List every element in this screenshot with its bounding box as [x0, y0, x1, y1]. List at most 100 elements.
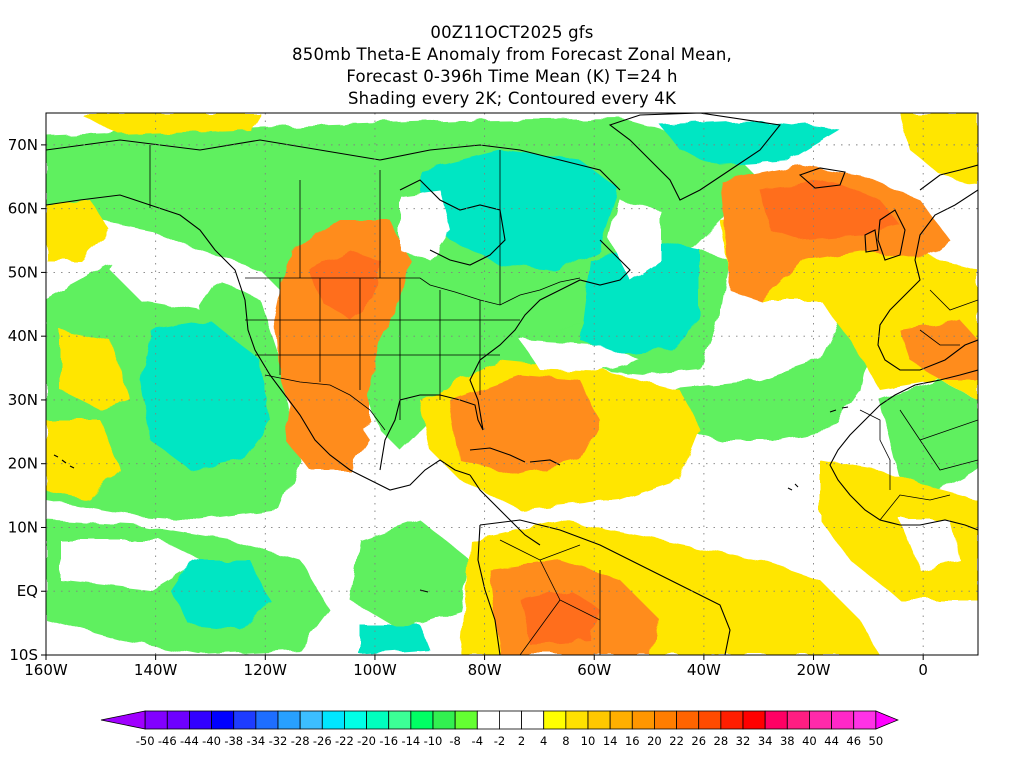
shading-red-southamerica	[520, 590, 600, 645]
colorbar-label: 8	[562, 734, 569, 748]
plot-title: 00Z11OCT2025 gfs 850mb Theta-E Anomaly f…	[0, 22, 1024, 110]
colorbar-swatch	[100, 710, 146, 730]
colorbar-swatch	[521, 710, 545, 730]
colorbar-swatch	[454, 710, 478, 730]
coastline-canary-islands	[829, 406, 849, 413]
x-tick-label: 140W	[134, 661, 178, 679]
shading-yellow-northpacific	[80, 113, 260, 135]
colorbar-swatch	[277, 710, 301, 730]
y-axis: 10S EQ 10N 20N 30N 40N 50N 60N 70N	[8, 136, 46, 664]
y-tick-label: 20N	[8, 455, 38, 473]
colorbar-label: -16	[379, 734, 398, 748]
colorbar-swatch	[742, 710, 766, 730]
colorbar-swatch	[786, 710, 810, 730]
colorbar-label: -2	[494, 734, 505, 748]
colorbar-label: -46	[158, 734, 177, 748]
colorbar-label: 50	[869, 734, 884, 748]
x-tick-label: 0	[918, 661, 928, 679]
border-europe	[919, 289, 978, 346]
colorbar-label: 34	[758, 734, 773, 748]
colorbar-swatch	[543, 710, 567, 730]
colorbar-swatch	[299, 710, 323, 730]
shading-orange-iberia	[900, 320, 978, 380]
shading-white-africa	[900, 520, 960, 570]
shading-cyan-canada	[420, 150, 620, 270]
colorbar-label: 40	[802, 734, 817, 748]
colorbar-label: 28	[714, 734, 729, 748]
shading-red-ne-atlantic	[760, 180, 900, 240]
colorbar-swatch	[432, 710, 456, 730]
y-tick-label: 60N	[8, 200, 38, 218]
colorbar-swatch	[720, 710, 744, 730]
shading-orange-subtropics	[450, 375, 600, 475]
theta-e-anomaly-shading	[46, 113, 978, 655]
colorbar-swatch	[211, 710, 235, 730]
border-canada-provinces	[299, 150, 501, 305]
colorbar-label: -10	[424, 734, 443, 748]
colorbar-swatch	[698, 710, 722, 730]
colorbar-swatch	[809, 710, 832, 730]
shading-yellow-arctic	[900, 113, 978, 185]
shading-red-west-us	[310, 250, 380, 320]
border-us-canada	[245, 277, 581, 306]
colorbar-label: 16	[625, 734, 640, 748]
shading-green-eastatlantic	[660, 300, 870, 440]
shading-white-canada-east	[610, 200, 660, 280]
coastline-iceland	[798, 167, 846, 189]
shading-cyan-southpacific	[170, 560, 270, 630]
colorbar-label: -20	[357, 734, 376, 748]
colorbar-label: 14	[603, 734, 618, 748]
shading-cyan-southeast	[360, 625, 430, 655]
colorbar-label: -40	[202, 734, 221, 748]
map-frame	[45, 112, 979, 656]
shading-cyan-greenland	[660, 120, 840, 165]
colorbar-swatch	[587, 710, 611, 730]
colorbar-label: -26	[313, 734, 332, 748]
colorbar-swatch	[476, 710, 500, 730]
shading-white-eq-pacific	[60, 540, 200, 590]
shading-orange-mexico	[285, 400, 370, 470]
coastline-galapagos	[419, 589, 429, 593]
colorbar-swatch	[410, 710, 434, 730]
y-tick-label: 40N	[8, 327, 38, 345]
border-us-mexico	[264, 374, 386, 431]
colorbar-label: 44	[824, 734, 839, 748]
coastline-north-america-east	[379, 239, 631, 471]
coastline-cuba	[469, 447, 526, 463]
political-boundaries	[149, 145, 978, 655]
colorbar-label: 10	[581, 734, 596, 748]
colorbar-swatch	[654, 710, 677, 730]
shading-green-eastpacific	[350, 520, 470, 630]
colorbar-swatch	[831, 710, 855, 730]
colorbar-label: 4	[540, 734, 547, 748]
colorbar-label: -34	[246, 734, 265, 748]
colorbar-swatch	[609, 710, 633, 730]
colorbar-label: 20	[647, 734, 662, 748]
colorbar-label: -8	[449, 734, 460, 748]
colorbar-label: -38	[224, 734, 243, 748]
colorbar-label: -4	[472, 734, 483, 748]
colorbar-label: -32	[269, 734, 288, 748]
shading-yellow-pacificfront	[60, 330, 130, 410]
colorbar-swatch	[366, 710, 390, 730]
colorbar-label: -28	[291, 734, 310, 748]
colorbar-label: 38	[780, 734, 795, 748]
colorbar-label: -14	[401, 734, 420, 748]
border-south-america	[499, 539, 601, 655]
title-line-1: 00Z11OCT2025 gfs	[430, 23, 594, 42]
colorbar-swatch	[499, 710, 522, 730]
colorbar-swatch	[676, 710, 700, 730]
coastline-africa	[829, 369, 978, 531]
colorbar-label: 22	[669, 734, 684, 748]
colorbar-label: 2	[518, 734, 525, 748]
colorbar-swatch	[255, 710, 279, 730]
colorbar-swatch	[344, 710, 367, 730]
colorbar-swatch	[631, 710, 655, 730]
colorbar-label: 46	[846, 734, 861, 748]
coastline-cape-verde	[787, 483, 799, 491]
shading-green-africa	[880, 380, 978, 490]
colorbar-swatch	[764, 710, 788, 730]
colorbar-swatch	[166, 710, 190, 730]
y-tick-label: 50N	[8, 263, 38, 281]
